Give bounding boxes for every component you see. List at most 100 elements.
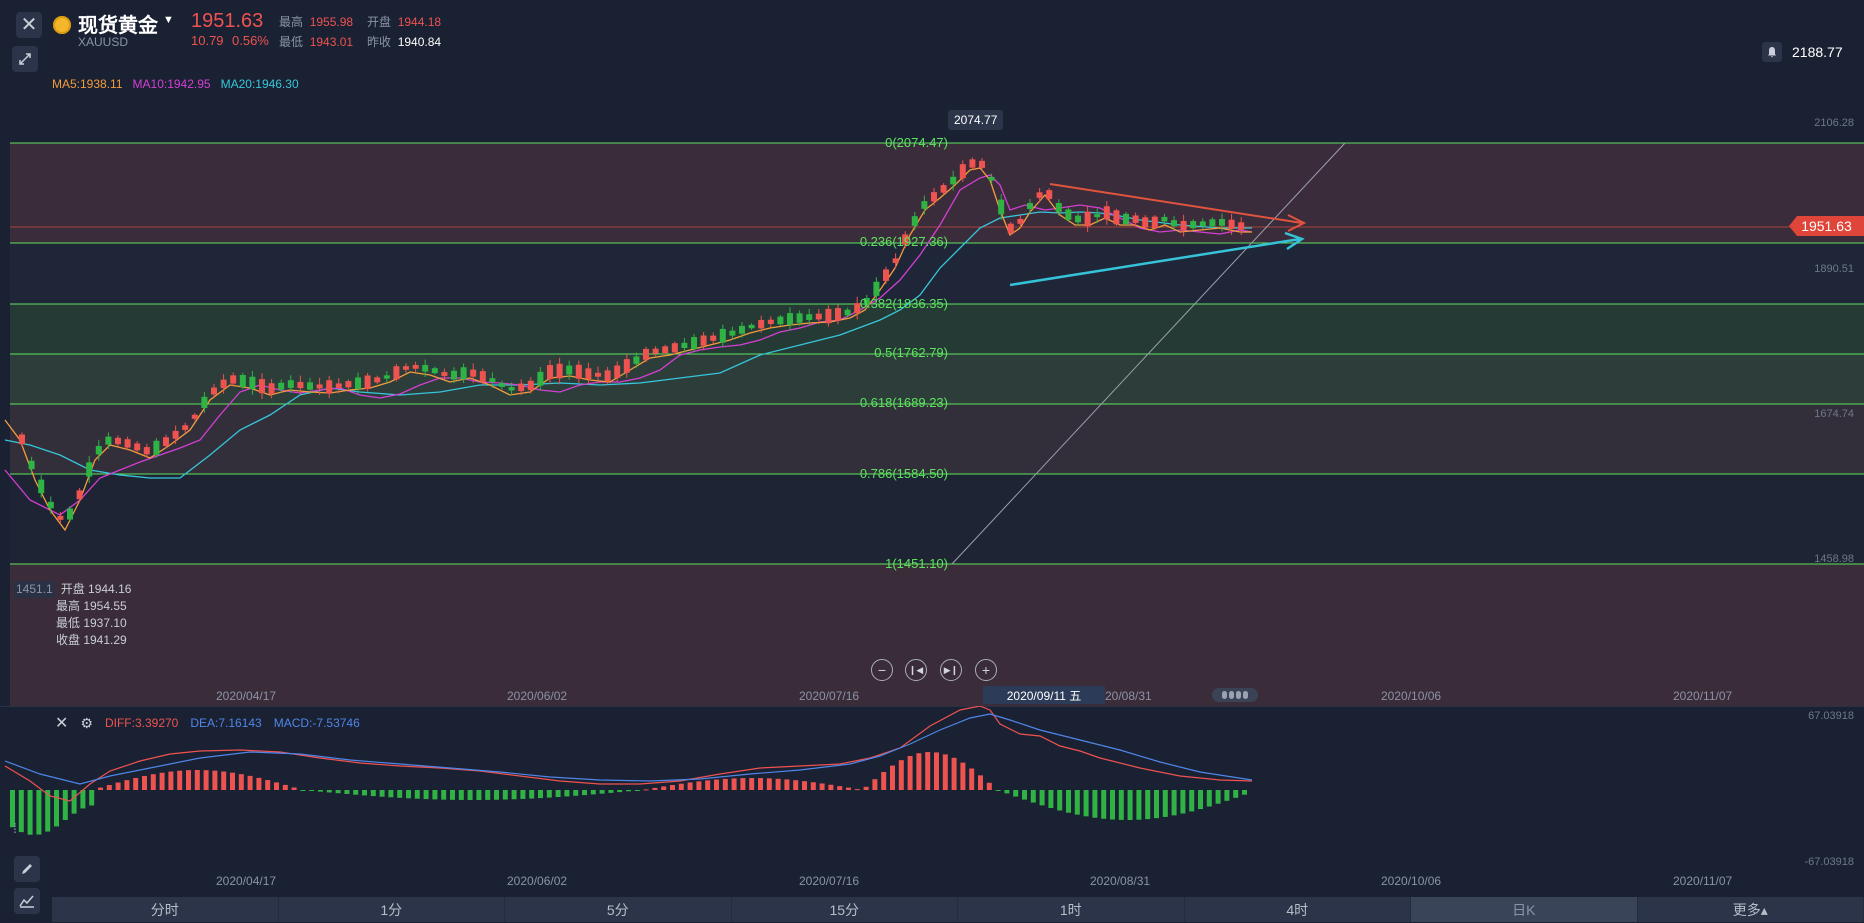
macd-bar <box>89 790 95 806</box>
candle-body <box>854 303 861 314</box>
candle-body <box>700 335 707 346</box>
trend-line[interactable] <box>951 142 1346 565</box>
macd-bar <box>203 770 209 790</box>
macd-bar <box>942 754 948 790</box>
macd-bar <box>925 752 931 790</box>
macd-bar <box>538 790 543 799</box>
candle-body <box>710 335 717 341</box>
macd-bar <box>62 790 68 821</box>
macd-bar <box>1039 790 1045 806</box>
fullscreen-button[interactable] <box>12 46 38 72</box>
candle-body <box>220 379 227 388</box>
macd-bar <box>705 780 711 790</box>
macd-bar <box>881 772 887 790</box>
candle-body <box>28 460 35 470</box>
draw-tool-button[interactable] <box>14 856 40 882</box>
tab-15min[interactable]: 15分 <box>732 897 958 922</box>
macd-bar <box>291 787 297 790</box>
tab-timeshare[interactable]: 分时 <box>52 897 279 922</box>
alert-value: 2188.77 <box>1792 44 1843 60</box>
panel-divider <box>0 706 1864 707</box>
bell-icon[interactable] <box>1762 42 1782 62</box>
macd-bar <box>837 786 843 790</box>
candle-body <box>316 384 323 389</box>
macd-bar <box>186 770 191 790</box>
chart-line-icon <box>19 895 34 908</box>
macd-bar <box>1030 790 1036 803</box>
candle-body <box>86 462 93 477</box>
price-alert[interactable]: 2188.77 <box>1762 40 1858 64</box>
macd-bar <box>555 790 561 798</box>
candle-body <box>652 348 659 354</box>
macd-bar <box>10 790 15 828</box>
macd-bar <box>696 781 702 790</box>
close-icon[interactable]: ✕ <box>55 715 69 732</box>
tab-1min[interactable]: 1分 <box>279 897 505 922</box>
macd-bar <box>397 790 403 798</box>
macd-bar <box>793 780 799 790</box>
zoom-out-button[interactable]: − <box>871 659 893 681</box>
candle-body <box>547 365 553 379</box>
tab-4hour[interactable]: 4时 <box>1185 897 1411 922</box>
scroll-handle[interactable] <box>1212 688 1258 702</box>
skip-forward-icon: ▶❙ <box>943 664 959 675</box>
macd-bar <box>150 774 156 790</box>
settings-icon[interactable]: ⚙ <box>80 714 93 731</box>
candle-body <box>767 319 774 325</box>
candle-body <box>460 367 467 380</box>
indicator-button[interactable] <box>14 888 40 914</box>
candle-body <box>326 380 333 394</box>
info-low: 最低 1937.10 <box>56 616 127 630</box>
macd-bar <box>898 760 904 790</box>
candle-body <box>518 383 525 392</box>
macd-bar <box>643 789 649 791</box>
macd-bar <box>951 757 957 790</box>
macd-bar <box>36 790 42 835</box>
candle-body <box>979 160 985 168</box>
symbol-name[interactable]: 现货黄金 <box>78 15 158 37</box>
step-forward-button[interactable]: ▶❙ <box>940 659 962 681</box>
trend-line-upper[interactable] <box>1049 183 1303 224</box>
plus-icon: + <box>981 662 991 678</box>
zoom-in-button[interactable]: + <box>975 659 997 681</box>
macd-bar <box>467 790 473 800</box>
macd-bar <box>1057 790 1063 811</box>
candle-info-box: 1451.1 开盘 1944.16 最高 1954.55 最低 1937.10 … <box>14 581 131 649</box>
macd-bar <box>80 790 86 809</box>
ma20-line <box>4 211 1252 479</box>
macd-bar <box>784 779 790 790</box>
macd-bar <box>1233 790 1239 798</box>
candle-body <box>1199 221 1206 227</box>
candle-body <box>969 159 976 168</box>
fib-level-label: 0(2074.47) <box>885 135 948 150</box>
tab-1hour[interactable]: 1时 <box>958 897 1185 922</box>
macd-bar <box>1136 790 1142 820</box>
step-back-button[interactable]: ❙◀ <box>905 659 927 681</box>
macd-bar <box>573 790 579 796</box>
candle-body <box>527 380 534 391</box>
tab-5min[interactable]: 5分 <box>505 897 732 922</box>
close-button[interactable]: ✕ <box>16 12 42 38</box>
ma20-label: MA20:1946.30 <box>220 77 299 91</box>
timeframe-tabs: 分时 1分 5分 15分 1时 4时 日K 更多▴ <box>52 897 1864 922</box>
macd-bar <box>54 790 59 827</box>
macd-bar <box>1101 790 1107 819</box>
macd-chart <box>4 706 1253 835</box>
indicator-icon[interactable]: ⁞ <box>13 820 17 836</box>
chevron-down-icon[interactable]: ▼ <box>163 14 174 26</box>
ma-legend: MA5:1938.11 MA10:1942.95 MA20:1946.30 <box>52 77 299 91</box>
candle-body <box>1017 218 1024 224</box>
candle-body <box>163 437 169 446</box>
trend-line-lower[interactable] <box>1009 237 1301 287</box>
price-axis-label: 1890.51 <box>1814 263 1854 275</box>
macd-bar <box>634 790 640 791</box>
stat-low: 最低 1943.01 <box>279 35 354 49</box>
macd-bar <box>608 790 614 793</box>
gold-icon <box>53 16 71 34</box>
candlestick-series <box>19 157 1245 524</box>
tab-more[interactable]: 更多▴ <box>1638 897 1864 922</box>
macd-bar <box>1180 790 1186 814</box>
fib-level-label: 0.382(1836.35) <box>859 295 948 311</box>
tab-daily[interactable]: 日K <box>1411 897 1638 922</box>
